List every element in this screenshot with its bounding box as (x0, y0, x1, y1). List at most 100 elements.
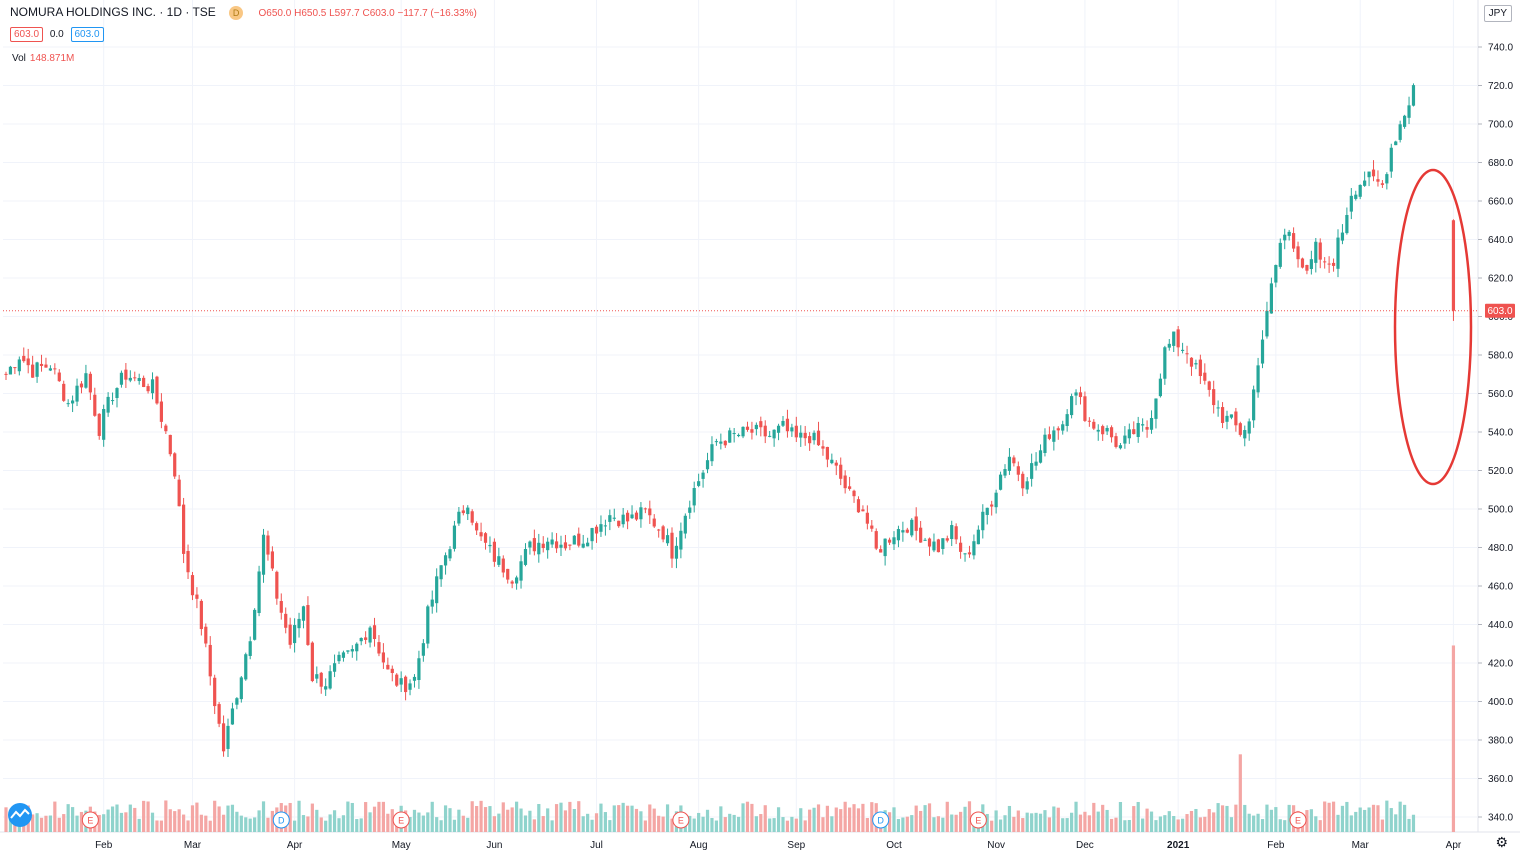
candle-body (217, 704, 221, 724)
y-tick-label: 440.0 (1488, 620, 1513, 631)
candle-body (1061, 424, 1065, 431)
event-marker-label: E (1295, 816, 1301, 826)
volume-bar (1070, 812, 1074, 832)
volume-bar (364, 802, 368, 832)
volume-bar (1243, 804, 1247, 832)
candle-body (1149, 417, 1154, 430)
volume-bar (621, 802, 625, 832)
gear-icon[interactable]: ⚙ (1495, 834, 1508, 850)
candle-body (244, 654, 248, 680)
candle-body (839, 464, 843, 479)
volume-bar (355, 819, 359, 832)
volume-bar (1105, 809, 1109, 832)
volume-bar (253, 817, 257, 832)
candle-body (586, 542, 590, 547)
volume-bar (359, 818, 363, 832)
currency-label[interactable]: JPY (1483, 5, 1512, 22)
volume-bar (785, 820, 790, 832)
candle-body (386, 664, 390, 670)
candle-body (892, 537, 896, 545)
data-status-badge[interactable]: D (229, 5, 244, 20)
candle-body (404, 676, 408, 693)
candle-body (150, 379, 155, 394)
volume-bar (1367, 807, 1371, 832)
volume-bar (1065, 818, 1069, 832)
candle-body (1300, 258, 1305, 268)
candle-body (1451, 220, 1456, 311)
volume-bar (1327, 802, 1331, 832)
volume-bar (492, 816, 496, 832)
candle-body (1411, 85, 1416, 106)
x-tick-label: Feb (95, 840, 113, 851)
volume-bar (164, 800, 168, 832)
volume-bar (53, 801, 57, 832)
candle-body (1016, 466, 1020, 475)
candle-body (53, 368, 57, 370)
candle-body (594, 526, 599, 534)
candle-body (1296, 246, 1300, 260)
candle-body (603, 525, 607, 527)
candle-body (834, 462, 838, 466)
candle-body (1172, 331, 1176, 346)
y-tick-label: 480.0 (1488, 543, 1513, 554)
candle-body (1283, 234, 1287, 241)
candle-body (346, 650, 350, 652)
volume-bar (190, 805, 195, 832)
volume-bar (998, 819, 1003, 832)
volume-bar (1363, 809, 1367, 832)
candle-body (639, 507, 643, 520)
volume-bar (62, 814, 66, 832)
candle-body (1216, 407, 1220, 409)
candle-body (226, 725, 230, 749)
ask-price-box[interactable]: 603.0 (70, 27, 104, 42)
x-tick-label: Nov (987, 840, 1005, 851)
bid-price-box[interactable]: 603.0 (10, 27, 44, 42)
symbol-title[interactable]: NOMURA HOLDINGS INC. · 1D · TSE (10, 5, 216, 19)
candle-body (932, 541, 936, 551)
volume-bar (603, 812, 607, 832)
volume-bar (97, 814, 101, 832)
volume-bar (230, 804, 235, 832)
event-marker-label: E (975, 816, 981, 826)
volume-bar (1052, 806, 1056, 832)
volume-bar (115, 804, 119, 832)
candle-body (577, 533, 581, 546)
candle-body (1389, 147, 1393, 172)
volume-bar (914, 805, 918, 832)
candle-body (443, 555, 448, 566)
candle-body (781, 420, 785, 426)
volume-bar (1340, 805, 1345, 832)
candle-body (732, 433, 736, 435)
x-tick-label: Aug (690, 840, 708, 851)
volume-bar (248, 818, 252, 832)
volume-bar (341, 815, 346, 832)
last-price-label: 603.0 (1487, 306, 1512, 317)
volume-bar (350, 802, 354, 832)
candle-body (1256, 365, 1260, 393)
last-price-tag (1485, 303, 1515, 318)
candle-body (1136, 422, 1140, 437)
candle-body (994, 492, 998, 508)
volume-bar (1092, 802, 1096, 832)
volume-bar (954, 814, 958, 832)
candle-body (1367, 171, 1371, 178)
candle-body (1309, 259, 1313, 270)
volume-bar (1132, 806, 1136, 832)
x-tick-label: Jun (486, 840, 502, 851)
volume-bar (239, 815, 243, 832)
candle-body (692, 488, 696, 506)
volume-bar (150, 812, 155, 832)
volume-bar (1114, 817, 1118, 832)
volume-bar (235, 811, 239, 832)
volume-bar (776, 807, 781, 832)
candle-body (1194, 363, 1198, 365)
candle-body (679, 530, 683, 550)
candle-body (355, 643, 359, 652)
volume-bar (257, 810, 261, 832)
volume-bar (346, 801, 350, 832)
volume-bar (1283, 820, 1287, 832)
volume-bar (657, 815, 661, 832)
candle-body (1176, 329, 1180, 348)
